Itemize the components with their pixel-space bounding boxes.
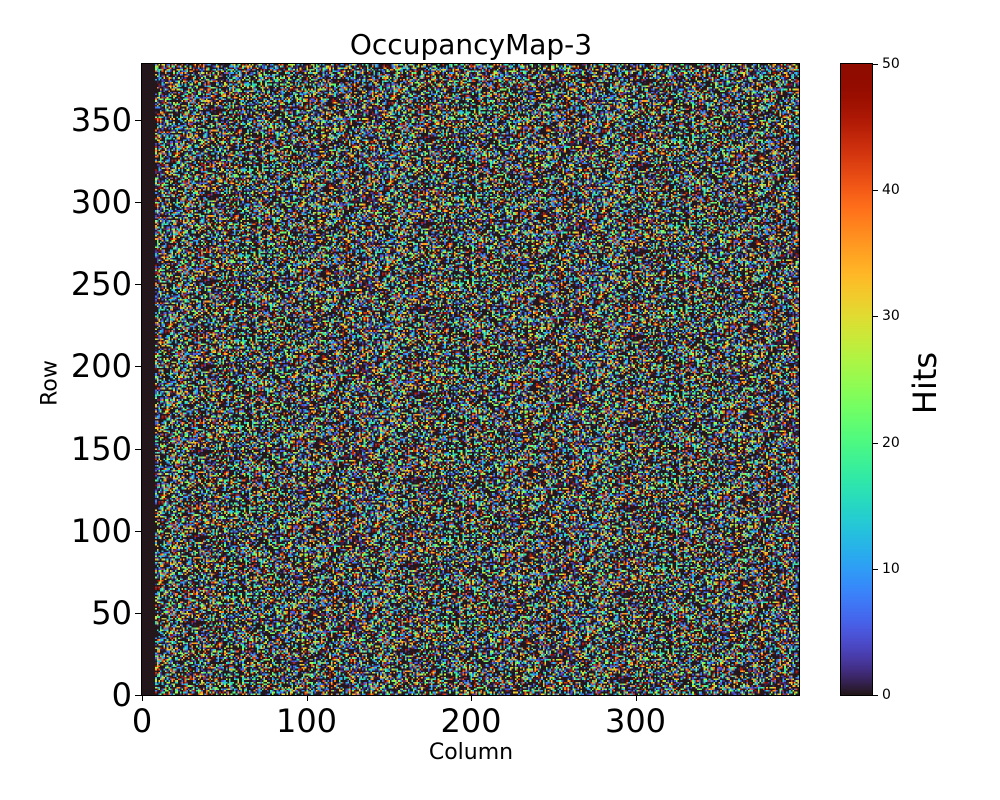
y-tick-label: 150 bbox=[70, 429, 132, 468]
x-tick-mark bbox=[142, 695, 143, 701]
colorbar-gradient bbox=[841, 64, 872, 695]
x-axis-label: Column bbox=[428, 740, 514, 765]
y-tick-label: 200 bbox=[70, 347, 132, 386]
colorbar-tick-mark bbox=[872, 442, 878, 444]
x-tick-label: 100 bbox=[275, 702, 338, 740]
colorbar-tick-label: 40 bbox=[882, 182, 900, 199]
colorbar-tick-label: 10 bbox=[882, 560, 900, 577]
heatmap-plot-area bbox=[141, 63, 800, 696]
colorbar-tick-label: 20 bbox=[882, 434, 900, 451]
x-tick-label: 300 bbox=[604, 702, 667, 740]
y-tick-mark bbox=[135, 284, 141, 286]
y-tick-mark bbox=[135, 612, 141, 614]
colorbar-tick-mark bbox=[872, 316, 878, 318]
colorbar-tick-mark bbox=[872, 190, 878, 192]
x-tick-mark bbox=[471, 695, 472, 701]
y-tick-label: 350 bbox=[70, 100, 132, 139]
colorbar-tick-mark bbox=[872, 568, 878, 570]
chart-title: OccupancyMap-3 bbox=[349, 28, 593, 61]
x-tick-label: 200 bbox=[440, 702, 502, 740]
y-tick-label: 0 bbox=[111, 676, 132, 714]
y-tick-label: 100 bbox=[70, 511, 132, 550]
colorbar-tick-mark bbox=[872, 64, 878, 65]
x-tick-label: 0 bbox=[131, 702, 153, 740]
colorbar-label: Hits bbox=[906, 351, 944, 415]
colorbar-tick-label: 0 bbox=[882, 687, 891, 703]
y-axis-label: Row bbox=[37, 360, 63, 406]
y-tick-mark bbox=[135, 202, 141, 204]
x-tick-mark bbox=[306, 695, 308, 701]
y-tick-label: 300 bbox=[70, 183, 132, 222]
heatmap-cells bbox=[142, 64, 799, 695]
y-tick-mark bbox=[135, 448, 141, 450]
y-tick-mark bbox=[135, 530, 141, 532]
y-tick-label: 50 bbox=[91, 593, 132, 632]
colorbar-tick-label: 50 bbox=[882, 56, 900, 72]
x-tick-mark bbox=[635, 695, 637, 701]
y-tick-label: 250 bbox=[70, 265, 132, 304]
y-tick-mark bbox=[135, 119, 141, 121]
colorbar bbox=[840, 63, 873, 696]
colorbar-tick-mark bbox=[872, 695, 878, 696]
colorbar-tick-label: 30 bbox=[882, 308, 900, 325]
y-tick-mark bbox=[135, 695, 141, 696]
y-tick-mark bbox=[135, 366, 141, 368]
